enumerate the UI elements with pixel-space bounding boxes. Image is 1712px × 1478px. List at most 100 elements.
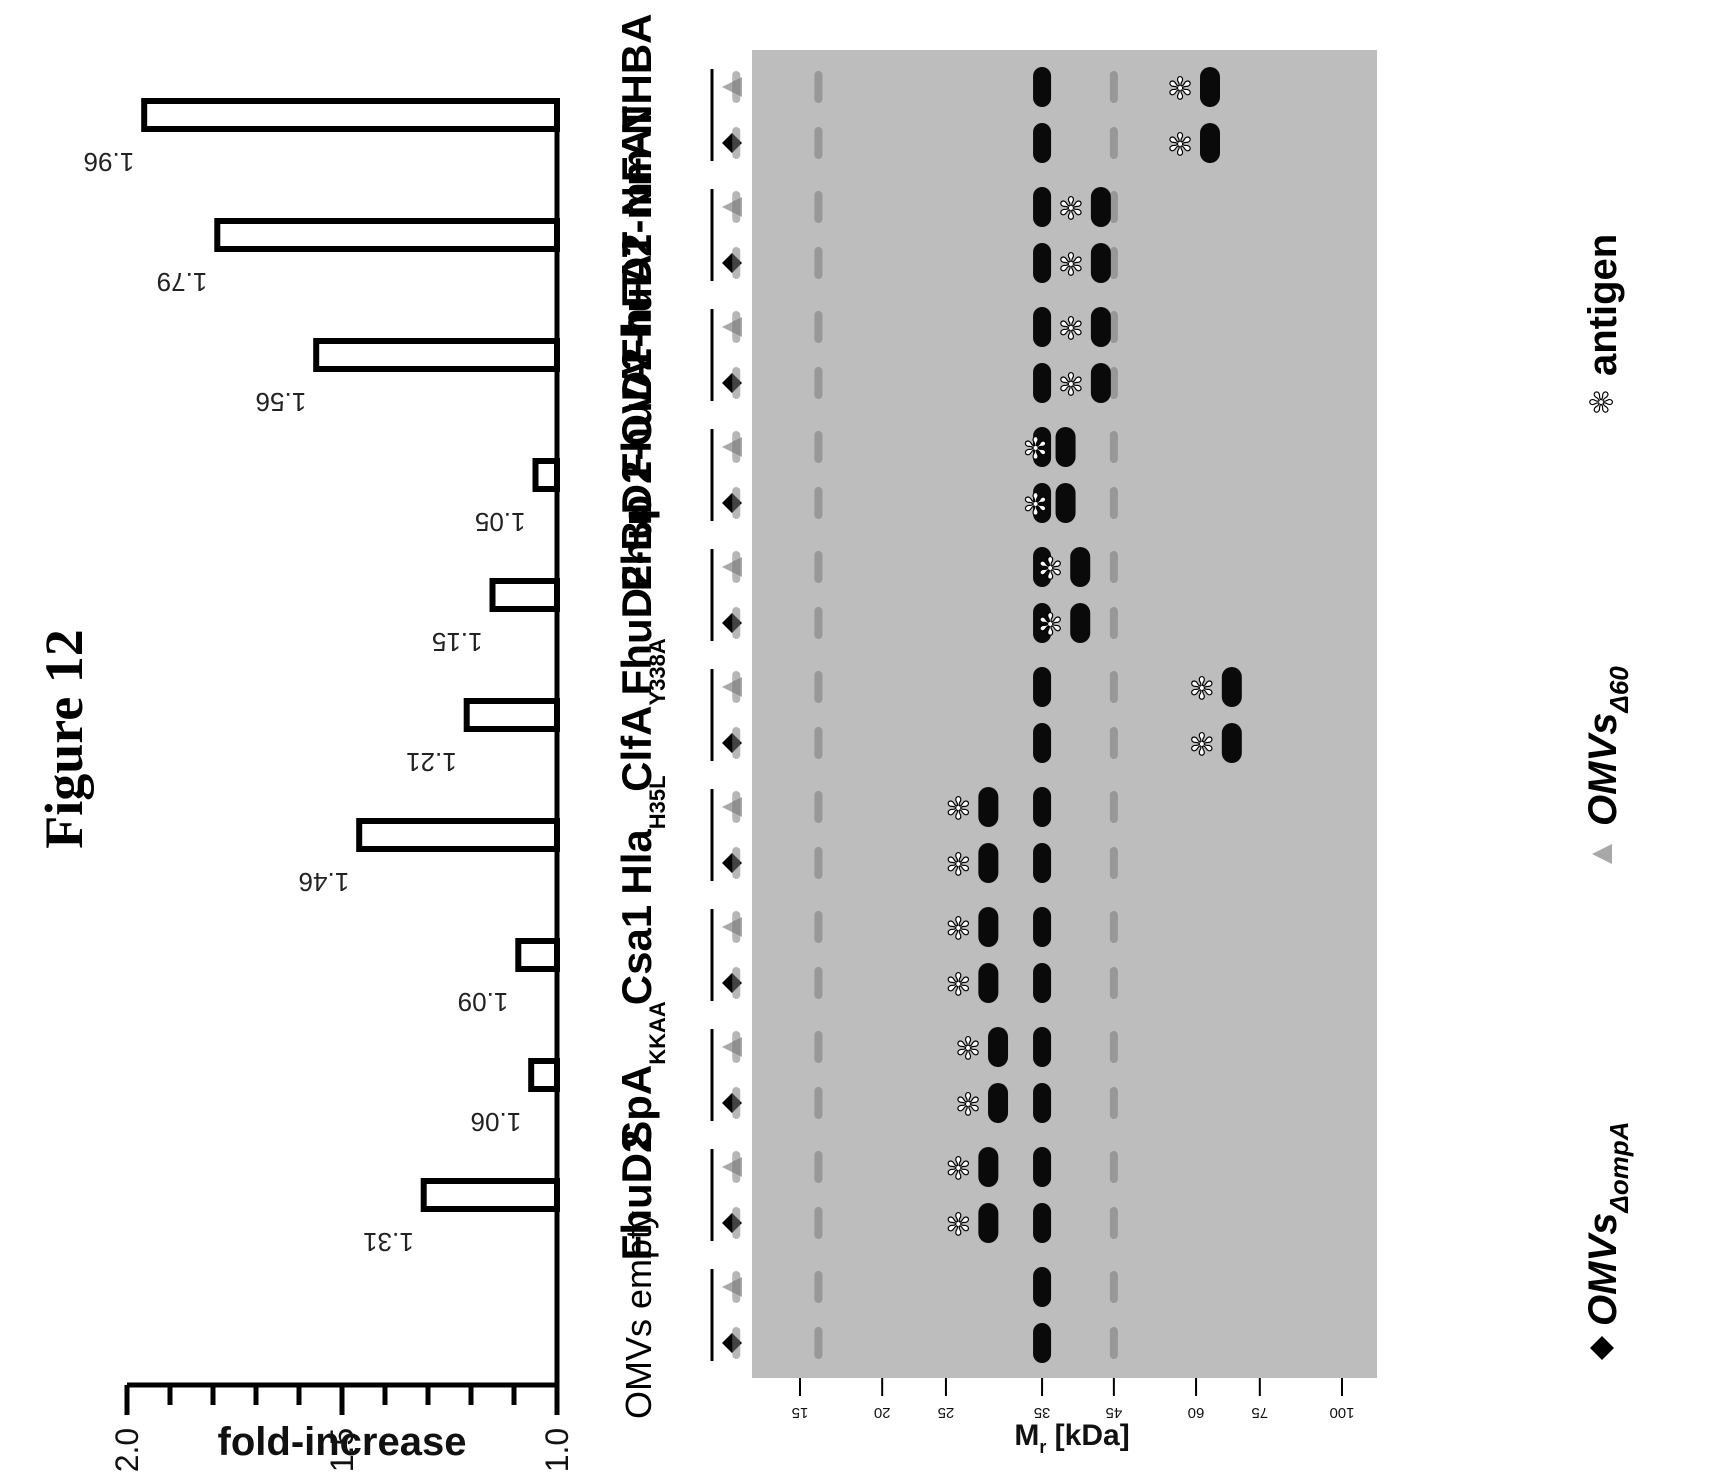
category-label: HlaH35L [613, 775, 670, 894]
bar [528, 1058, 560, 1092]
gel-band-faint [732, 1207, 741, 1239]
bar-chart-panel: 1.0 1.5 2.0 fold-increase 1.31 1.06 1.09 1.46 1.… [84, 14, 742, 1472]
category-main: Nm-NHBA [613, 14, 660, 217]
gel-band-antigen [1070, 547, 1091, 587]
gel-band-faint [814, 551, 823, 583]
category-main: ClfA [613, 705, 660, 791]
gel-band-faint [1109, 1271, 1118, 1303]
bar [141, 98, 560, 132]
category-label: FhuD2-hFAT [613, 231, 660, 478]
bar [420, 1178, 560, 1212]
bar-value-label: 1.15 [432, 627, 483, 657]
gel-band-faint [814, 127, 823, 159]
gel-band-omv [1033, 67, 1052, 107]
legend-label-main: OMVs [1581, 713, 1625, 826]
gel-band-omv [1033, 1323, 1052, 1363]
category-name: FhuD2-mFAT [613, 106, 660, 365]
gel-band-faint [732, 551, 741, 583]
category-name: FhuD2 [613, 1130, 660, 1261]
gel-band-antigen [1199, 123, 1220, 163]
antigen-asterisk: ✻ [1058, 189, 1083, 224]
gel-band-faint [814, 191, 823, 223]
gel-band-omv [1033, 1083, 1052, 1123]
antigen-asterisk: ✻ [946, 789, 971, 824]
gel-band-antigen [988, 1027, 1009, 1067]
mw-tick-label: 75 [1251, 1404, 1268, 1421]
gel-band-faint [732, 71, 741, 103]
bar [515, 938, 560, 972]
category-label: FhuD2-Bp [613, 495, 660, 696]
antigen-asterisk: ✻ [955, 1029, 980, 1064]
category-label: OMVs empty [618, 1211, 659, 1419]
category-name: Csa1 [613, 905, 660, 1005]
gel-band-antigen [1221, 667, 1242, 707]
legend-label-subscript: ΔompA [1604, 1122, 1634, 1214]
gel-band-omv [1033, 123, 1052, 163]
antigen-asterisk: ✻ [946, 1205, 971, 1240]
category-label: ClfAY338A [613, 638, 670, 792]
gel-band-faint [814, 727, 823, 759]
gel-band-faint [1109, 1151, 1118, 1183]
gel-band-antigen [978, 963, 999, 1003]
antigen-asterisk: ✻ [1167, 69, 1192, 104]
figure-title: Figure 12 [34, 629, 94, 848]
y-tick-label: 1.5 [324, 1428, 360, 1472]
bar-value-label: 1.56 [256, 387, 307, 417]
category-label: FhuD2-OVA [613, 359, 660, 592]
antigen-asterisk: ✻ [946, 965, 971, 1000]
category-label: SpAKKAA [613, 1001, 670, 1149]
gel-band-faint [1109, 191, 1118, 223]
gel-band-faint [1109, 1327, 1118, 1359]
gel-band-omv [1033, 187, 1052, 227]
mw-tick-label: 45 [1106, 1404, 1123, 1421]
gel-band-omv [1033, 1147, 1052, 1187]
gel-band-faint [732, 127, 741, 159]
gel-band-antigen [988, 1083, 1009, 1123]
antigen-asterisk: ✻ [1167, 125, 1192, 160]
y-tick-label: 2.0 [109, 1428, 145, 1472]
gel-band-antigen [1055, 427, 1076, 467]
category-name: OMVs empty [618, 1211, 659, 1419]
mw-tick-label: 60 [1188, 1404, 1205, 1421]
gel-band-faint [1109, 847, 1118, 879]
gel-band-faint [732, 247, 741, 279]
gel-band-faint [732, 487, 741, 519]
category-main: OMVs empty [618, 1211, 659, 1419]
category-main: FhuD2 [613, 1130, 660, 1261]
category-name: SpAKKAA [613, 1001, 670, 1149]
gel-band-faint [1109, 1087, 1118, 1119]
antigen-asterisk: ✻ [1189, 725, 1214, 760]
mw-tick-label: 20 [874, 1404, 891, 1421]
gel-band-faint [732, 671, 741, 703]
gel-band-faint [1109, 311, 1118, 343]
gel-band-omv [1033, 843, 1052, 883]
bar-value-label: 1.46 [299, 867, 350, 897]
gel-band-faint [814, 847, 823, 879]
gel-band-antigen [1055, 483, 1076, 523]
gel-band-faint [1109, 727, 1118, 759]
gel-band-omv [1033, 723, 1052, 763]
bar [489, 578, 560, 612]
category-main: SpA [613, 1065, 660, 1149]
bar-value-label: 1.09 [458, 987, 509, 1017]
gel-band-faint [1109, 967, 1118, 999]
gel-band-faint [1109, 791, 1118, 823]
antigen-asterisk: ✻ [1038, 549, 1063, 584]
category-name: FhuD2-hFAT [613, 231, 660, 478]
bar [214, 218, 560, 252]
mw-tick-label: 100 [1329, 1404, 1354, 1421]
gel-band-faint [732, 431, 741, 463]
mw-tick-label: 15 [792, 1404, 809, 1421]
gel-band-antigen [978, 843, 999, 883]
gel-band-faint [1109, 1031, 1118, 1063]
category-subscript: H35L [645, 775, 670, 829]
category-main: FhuD2-OVA [613, 359, 660, 592]
bar-value-label: 1.31 [363, 1227, 414, 1257]
gel-band-faint [732, 911, 741, 943]
gel-band-faint [732, 1327, 741, 1359]
gel-band-faint [1109, 127, 1118, 159]
gel-band-omv [1033, 963, 1052, 1003]
gel-band-faint [814, 367, 823, 399]
